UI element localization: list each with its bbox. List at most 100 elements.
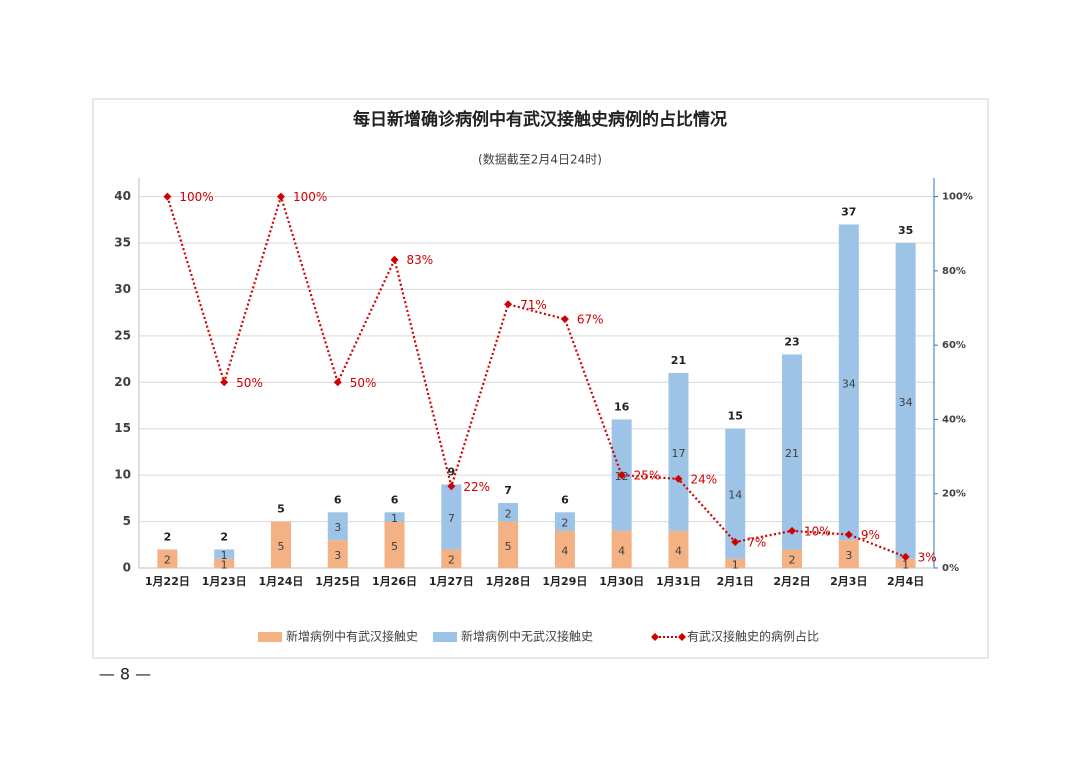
total-label: 2 xyxy=(220,530,228,543)
segment-label: 14 xyxy=(728,489,742,502)
x-tick-label: 2月1日 xyxy=(717,575,754,588)
total-label: 35 xyxy=(898,224,913,237)
y2-tick-label: 80% xyxy=(942,266,966,277)
x-tick-label: 1月22日 xyxy=(145,575,190,588)
y-tick-label: 15 xyxy=(114,421,131,435)
bar-segment xyxy=(895,558,916,568)
segment-label: 17 xyxy=(671,447,685,460)
segment-label: 2 xyxy=(789,554,796,567)
legend-marker xyxy=(651,633,659,641)
x-tick-label: 1月24日 xyxy=(258,575,303,588)
ratio-label: 9% xyxy=(861,528,880,542)
ratio-label: 24% xyxy=(690,472,717,486)
x-tick-label: 1月30日 xyxy=(599,575,644,588)
y-tick-label: 10 xyxy=(114,468,131,482)
legend-label: 有武汉接触史的病例占比 xyxy=(687,629,819,644)
ratio-label: 22% xyxy=(463,480,490,494)
segment-label: 3 xyxy=(334,549,341,562)
segment-label: 2 xyxy=(448,554,455,567)
segment-label: 7 xyxy=(448,512,455,525)
bar-segment xyxy=(554,530,575,568)
ratio-marker xyxy=(674,474,683,483)
legend-marker xyxy=(678,633,686,641)
y2-tick-label: 40% xyxy=(942,414,966,425)
x-tick-label: 1月28日 xyxy=(486,575,531,588)
ratio-marker xyxy=(504,300,513,309)
y-tick-label: 35 xyxy=(114,236,131,250)
bar-segment xyxy=(838,224,859,541)
x-tick-label: 1月31日 xyxy=(656,575,701,588)
y-tick-label: 40 xyxy=(114,189,131,203)
segment-label: 1 xyxy=(391,512,398,525)
ratio-marker xyxy=(447,482,456,491)
segment-label: 2 xyxy=(561,517,568,530)
ratio-marker xyxy=(844,530,853,539)
x-tick-label: 1月27日 xyxy=(429,575,474,588)
bar-segment xyxy=(270,521,291,568)
bar-segment xyxy=(157,549,178,568)
segment-label: 1 xyxy=(221,549,228,562)
total-label: 15 xyxy=(728,410,743,423)
y-tick-label: 0 xyxy=(123,561,131,575)
bar-segment xyxy=(441,549,462,568)
ratio-marker xyxy=(617,471,626,480)
segment-label: 2 xyxy=(164,554,171,567)
x-tick-label: 1月23日 xyxy=(202,575,247,588)
bar-segment xyxy=(327,512,348,541)
segment-label: 4 xyxy=(561,544,568,557)
ratio-marker xyxy=(163,192,172,201)
bar-segment xyxy=(895,243,916,559)
ratio-marker xyxy=(220,378,229,387)
total-label: 9 xyxy=(447,465,455,478)
legend-label: 新增病例中有武汉接触史 xyxy=(286,629,418,644)
segment-label: 4 xyxy=(675,544,682,557)
bar-segment xyxy=(725,428,746,559)
x-tick-label: 2月4日 xyxy=(887,575,924,588)
ratio-label: 3% xyxy=(918,550,937,564)
x-tick-label: 2月2日 xyxy=(773,575,810,588)
ratio-label: 100% xyxy=(179,190,213,204)
bar-segment xyxy=(668,373,689,531)
bar-segment xyxy=(327,540,348,568)
bar-segment xyxy=(725,558,746,568)
y-tick-label: 5 xyxy=(123,514,131,528)
total-label: 16 xyxy=(614,400,630,413)
total-label: 6 xyxy=(334,493,342,506)
ratio-label: 50% xyxy=(350,376,377,390)
bar-segment xyxy=(214,549,235,559)
segment-label: 3 xyxy=(845,549,852,562)
total-label: 7 xyxy=(504,484,512,497)
ratio-label: 71% xyxy=(520,298,547,312)
total-label: 6 xyxy=(391,493,399,506)
y-tick-label: 30 xyxy=(114,282,131,296)
y2-tick-label: 20% xyxy=(942,489,966,500)
total-label: 23 xyxy=(784,335,799,348)
segment-label: 1 xyxy=(902,558,909,571)
segment-label: 2 xyxy=(505,507,512,520)
ratio-label: 83% xyxy=(407,253,434,267)
ratio-marker xyxy=(901,552,910,561)
segment-label: 1 xyxy=(732,558,739,571)
segment-label: 5 xyxy=(277,540,284,553)
ratio-label: 100% xyxy=(293,190,327,204)
y2-tick-label: 0% xyxy=(942,563,959,574)
legend-swatch xyxy=(433,632,457,642)
ratio-line xyxy=(166,192,907,558)
y-tick-label: 25 xyxy=(114,328,131,342)
total-label: 21 xyxy=(671,354,686,367)
page-number: — 8 — xyxy=(99,665,151,684)
y2-tick-label: 60% xyxy=(942,340,966,351)
legend-swatch xyxy=(258,632,282,642)
x-tick-label: 1月25日 xyxy=(315,575,360,588)
y-tick-label: 20 xyxy=(114,375,131,389)
segment-label: 5 xyxy=(505,540,512,553)
total-label: 5 xyxy=(277,503,285,516)
bar-segment xyxy=(554,512,575,531)
segment-label: 4 xyxy=(618,544,625,557)
bar-segment xyxy=(782,354,803,550)
x-tick-label: 1月26日 xyxy=(372,575,417,588)
segment-label: 21 xyxy=(785,447,799,460)
ratio-marker xyxy=(731,538,740,546)
bar-segment xyxy=(214,558,235,568)
